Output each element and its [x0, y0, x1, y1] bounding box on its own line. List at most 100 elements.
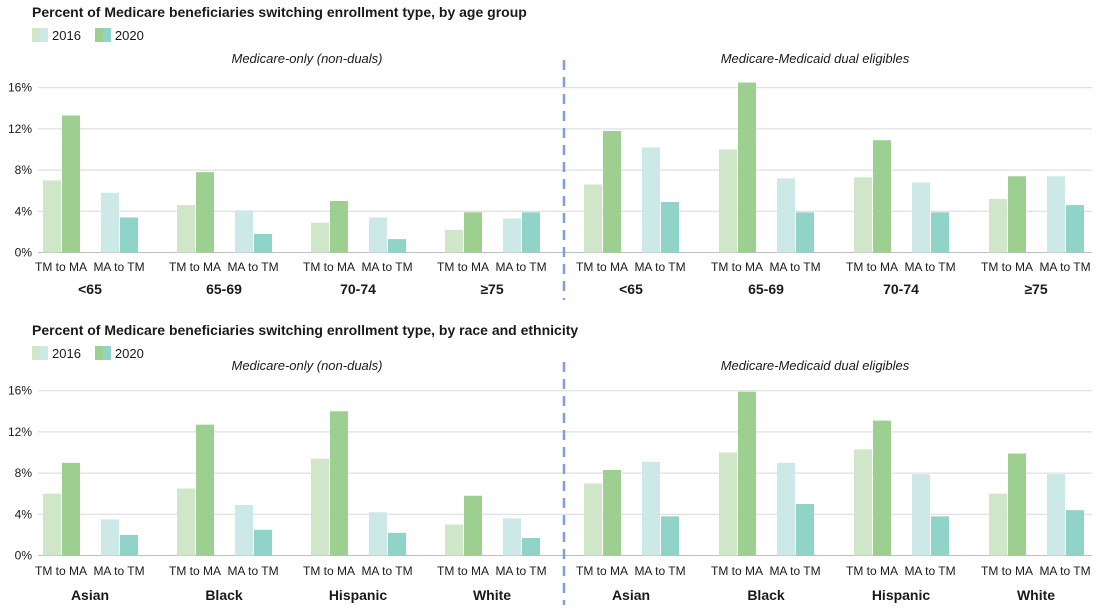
bar-tm-to-ma-2020: [873, 420, 891, 556]
x-tick-label: TM to MA: [169, 260, 221, 274]
x-tick-label: MA to TM: [634, 260, 685, 274]
group-label: Black: [205, 587, 243, 603]
bar-ma-to-tm-2020: [1066, 205, 1084, 253]
bar-tm-to-ma-2020: [330, 201, 348, 253]
group-label: ≥75: [480, 281, 503, 297]
bar-ma-to-tm-2016: [912, 474, 930, 556]
bar-ma-to-tm-2020: [522, 537, 540, 556]
x-tick-label: TM to MA: [35, 260, 87, 274]
bar-ma-to-tm-2020: [120, 534, 138, 556]
bar-ma-to-tm-2020: [931, 212, 949, 253]
group-label: Asian: [71, 587, 109, 603]
x-tick-label: MA to TM: [769, 260, 820, 274]
x-tick-label: MA to TM: [495, 260, 546, 274]
group-label: Hispanic: [872, 587, 931, 603]
bar-tm-to-ma-2020: [62, 115, 80, 253]
bar-ma-to-tm-2020: [522, 212, 540, 253]
bar-ma-to-tm-2016: [235, 210, 253, 253]
x-tick-label: MA to TM: [227, 564, 278, 578]
y-tick-label: 16%: [8, 81, 32, 95]
bar-tm-to-ma-2016: [989, 198, 1007, 253]
x-tick-label: TM to MA: [711, 260, 763, 274]
bar-tm-to-ma-2020: [603, 130, 621, 253]
x-tick-label: MA to TM: [93, 564, 144, 578]
bar-tm-to-ma-2016: [989, 493, 1007, 556]
group-label: White: [1017, 587, 1055, 603]
x-tick-label: MA to TM: [227, 260, 278, 274]
legend-swatch-2020: [94, 346, 111, 360]
bar-tm-to-ma-2020: [1008, 453, 1026, 556]
x-tick-label: TM to MA: [437, 564, 489, 578]
y-tick-label: 8%: [15, 163, 33, 177]
x-tick-label: TM to MA: [981, 564, 1033, 578]
bar-ma-to-tm-2016: [101, 519, 119, 556]
bar-ma-to-tm-2016: [642, 147, 660, 253]
bar-ma-to-tm-2020: [1066, 510, 1084, 556]
x-tick-label: MA to TM: [634, 564, 685, 578]
bar-ma-to-tm-2016: [912, 182, 930, 253]
bar-ma-to-tm-2020: [661, 516, 679, 556]
bar-ma-to-tm-2020: [120, 217, 138, 253]
group-label: Black: [747, 587, 785, 603]
group-label: 70-74: [883, 281, 919, 297]
y-tick-label: 8%: [15, 466, 33, 480]
y-tick-label: 12%: [8, 122, 32, 136]
bar-ma-to-tm-2016: [503, 518, 521, 556]
bar-ma-to-tm-2016: [1047, 474, 1065, 556]
panel-label: Medicare-Medicaid dual eligibles: [721, 358, 910, 373]
x-tick-label: MA to TM: [904, 260, 955, 274]
x-tick-label: TM to MA: [711, 564, 763, 578]
group-label: 70-74: [340, 281, 376, 297]
bar-tm-to-ma-2016: [584, 483, 602, 556]
x-tick-label: MA to TM: [361, 564, 412, 578]
group-label: Hispanic: [329, 587, 388, 603]
legend-item-2016: 2016: [32, 28, 81, 43]
bar-tm-to-ma-2020: [464, 495, 482, 556]
x-tick-label: TM to MA: [981, 260, 1033, 274]
bar-ma-to-tm-2016: [369, 512, 387, 556]
legend-swatch-2016: [32, 346, 48, 360]
legend-swatch-2020: [94, 28, 111, 42]
bar-ma-to-tm-2020: [254, 529, 272, 556]
bar-ma-to-tm-2020: [796, 212, 814, 253]
panel-label: Medicare-Medicaid dual eligibles: [721, 51, 910, 66]
bar-tm-to-ma-2016: [445, 229, 463, 253]
group-label: 65-69: [748, 281, 784, 297]
bar-ma-to-tm-2016: [503, 218, 521, 253]
legend-label-2016: 2016: [52, 345, 81, 361]
bar-ma-to-tm-2016: [777, 462, 795, 556]
bar-tm-to-ma-2016: [719, 149, 737, 253]
x-tick-label: MA to TM: [495, 564, 546, 578]
bar-tm-to-ma-2016: [445, 524, 463, 556]
bar-tm-to-ma-2016: [43, 180, 61, 253]
bar-ma-to-tm-2016: [101, 192, 119, 253]
x-tick-label: MA to TM: [769, 564, 820, 578]
y-tick-label: 4%: [15, 204, 33, 218]
bar-ma-to-tm-2020: [388, 532, 406, 556]
bar-tm-to-ma-2016: [43, 493, 61, 556]
group-label: <65: [78, 281, 102, 297]
x-tick-label: MA to TM: [1039, 260, 1090, 274]
legend-label-2020: 2020: [114, 345, 144, 361]
legend-label-2016: 2016: [52, 27, 81, 43]
bar-ma-to-tm-2016: [235, 505, 253, 556]
chart-title-age: Percent of Medicare beneficiaries switch…: [32, 4, 527, 20]
legend-race: 2016 2020: [32, 344, 158, 362]
legend-age: 2016 2020: [32, 26, 158, 44]
x-tick-label: TM to MA: [846, 564, 898, 578]
bar-tm-to-ma-2016: [854, 449, 872, 556]
x-tick-label: TM to MA: [576, 564, 628, 578]
bar-ma-to-tm-2020: [661, 202, 679, 253]
legend-item-2020: 2020: [94, 27, 144, 43]
bar-tm-to-ma-2020: [464, 212, 482, 253]
bar-ma-to-tm-2016: [777, 178, 795, 253]
x-tick-label: MA to TM: [904, 564, 955, 578]
bar-tm-to-ma-2016: [854, 177, 872, 253]
bar-tm-to-ma-2016: [311, 222, 329, 253]
legend-label-2020: 2020: [114, 27, 144, 43]
bar-tm-to-ma-2020: [62, 462, 80, 556]
group-label: 65-69: [206, 281, 242, 297]
bar-ma-to-tm-2020: [931, 516, 949, 556]
bar-tm-to-ma-2020: [330, 411, 348, 556]
